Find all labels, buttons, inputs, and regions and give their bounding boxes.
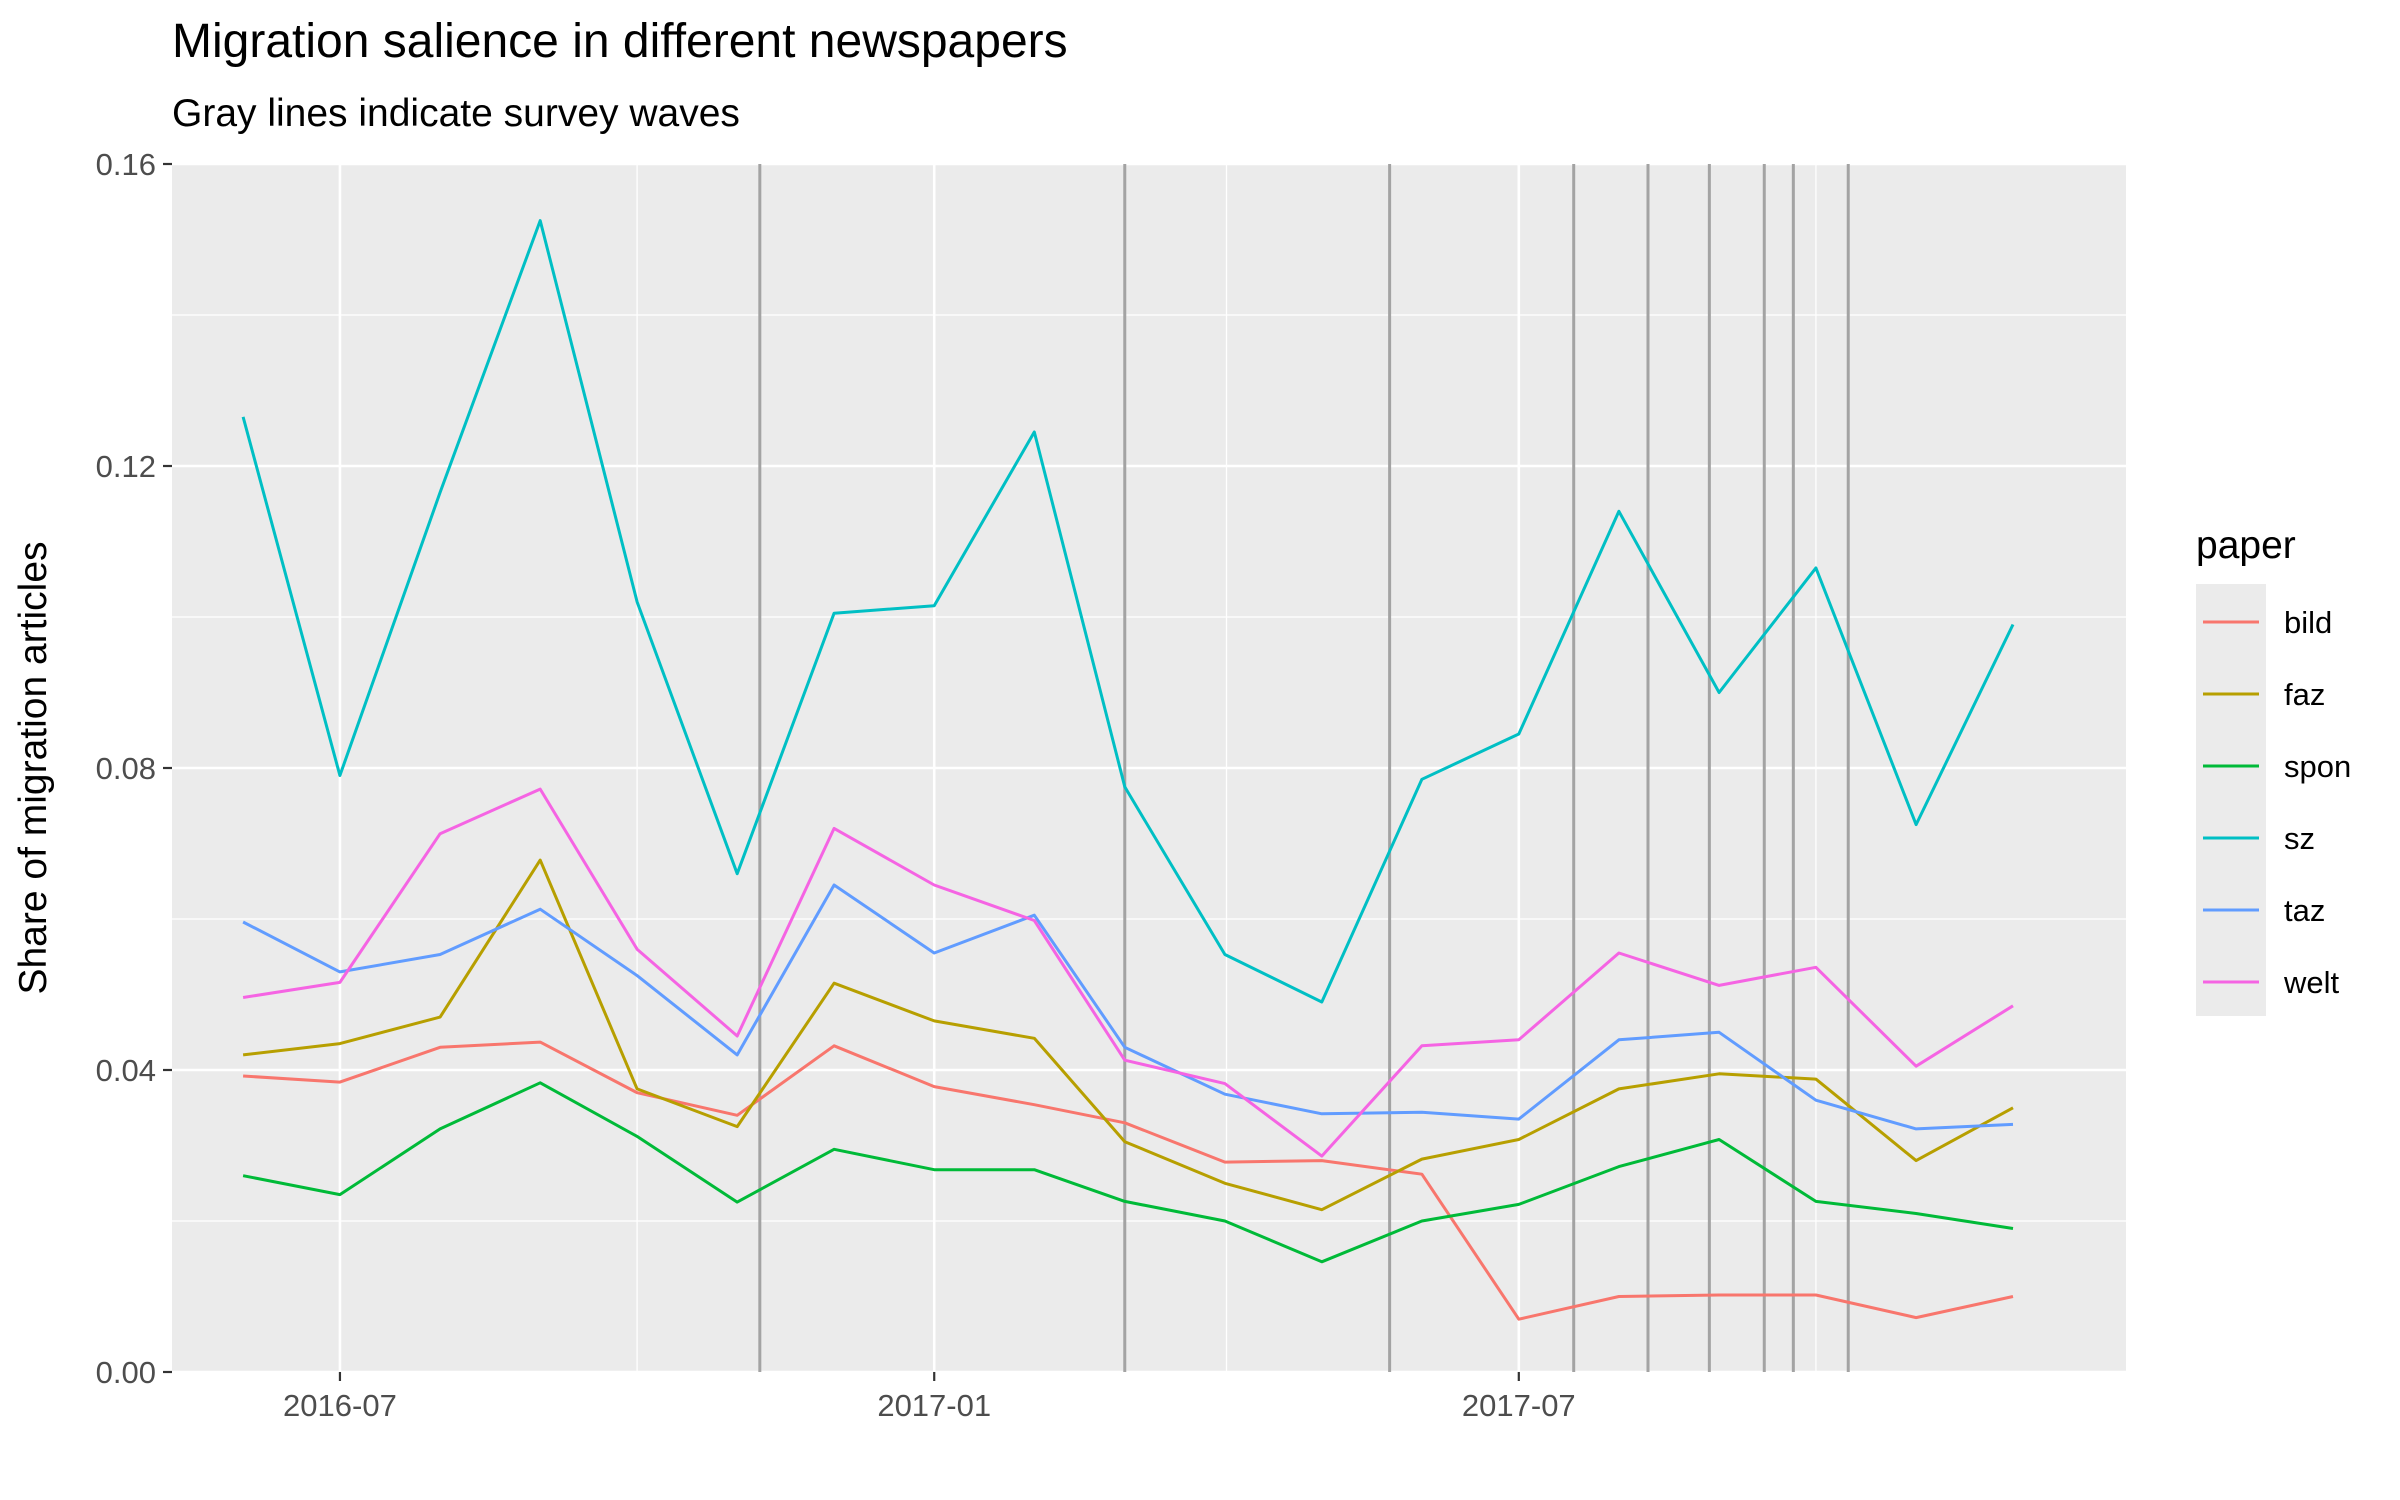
legend-label-bild: bild — [2284, 605, 2332, 640]
chart-title: Migration salience in different newspape… — [172, 15, 1068, 68]
survey-wave-lines — [758, 164, 1850, 1372]
chart-subtitle: Gray lines indicate survey waves — [172, 92, 740, 135]
legend-title: paper — [2196, 524, 2296, 567]
series-line-bild — [243, 1040, 2014, 1321]
y-axis: 0.00 0.04 0.08 0.12 0.16 — [96, 147, 172, 1390]
legend: paper bild faz spon sz taz welt — [2196, 524, 2351, 1016]
y-tick-label: 0.16 — [96, 147, 156, 182]
y-tick-label: 0.08 — [96, 751, 156, 786]
legend-label-faz: faz — [2284, 677, 2325, 712]
series-line-welt — [242, 787, 2014, 1158]
legend-items: bild faz spon sz taz welt — [2203, 605, 2351, 1000]
legend-label-spon: spon — [2284, 749, 2351, 784]
y-tick-label: 0.00 — [96, 1355, 156, 1390]
y-axis-title: Share of migration articles — [12, 541, 55, 994]
series-line-sz — [241, 219, 2015, 1004]
legend-label-sz: sz — [2284, 821, 2315, 856]
series-line-taz — [242, 883, 2014, 1131]
x-axis: 2016-07 2017-01 2017-07 — [283, 1372, 1576, 1423]
series-line-spon — [242, 1081, 2014, 1264]
legend-label-taz: taz — [2284, 893, 2325, 928]
legend-key-panel — [2196, 584, 2266, 1016]
legend-label-welt: welt — [2283, 965, 2340, 1000]
series-line-faz — [242, 858, 2014, 1212]
x-tick-label: 2017-01 — [877, 1388, 991, 1423]
series-lines — [241, 219, 2015, 1321]
x-tick-label: 2016-07 — [283, 1388, 397, 1423]
x-tick-label: 2017-07 — [1462, 1388, 1576, 1423]
y-tick-label: 0.04 — [96, 1053, 156, 1088]
y-tick-label: 0.12 — [96, 449, 156, 484]
